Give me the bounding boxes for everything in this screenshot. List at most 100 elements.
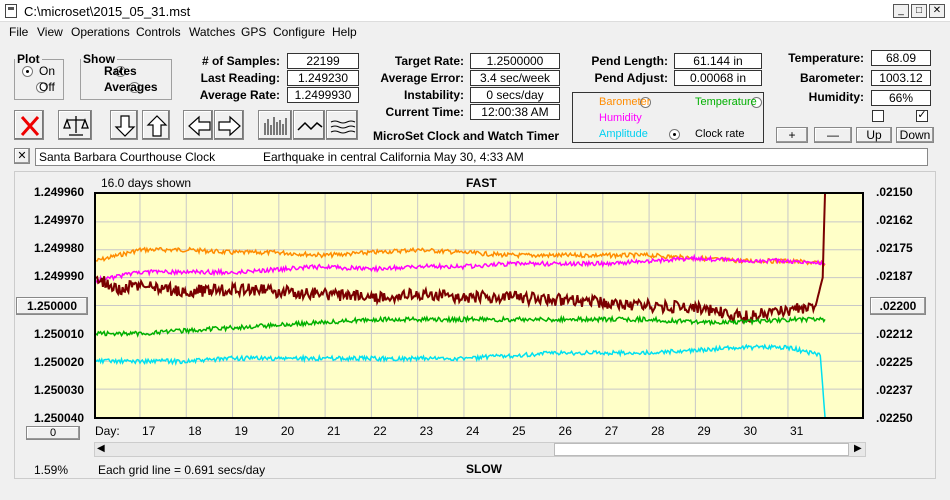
bars-view-button[interactable] (258, 110, 292, 140)
y-tick-0: 1.249960 (33, 185, 84, 199)
percent-readout: 1.59% (34, 463, 69, 477)
series-line-2 (95, 193, 826, 325)
series-line-4 (95, 343, 826, 418)
average-error-value: 3.4 sec/week (470, 70, 560, 86)
checkbox-left[interactable] (872, 110, 884, 122)
red-x-icon (20, 116, 40, 136)
scroll-right-icon[interactable]: ▶ (854, 443, 862, 454)
target-rate-value: 1.2500000 (470, 53, 560, 69)
x-tick-18: 18 (188, 424, 202, 438)
left-arrow-button[interactable] (183, 110, 213, 140)
show-averages-radio[interactable] (129, 82, 141, 93)
samples-label: # of Samples: (201, 54, 280, 68)
right-center-button[interactable]: .02200 (870, 297, 926, 315)
menu-view[interactable]: View (37, 25, 63, 39)
timer-title: MicroSet Clock and Watch Timer (373, 129, 560, 143)
menu-gps[interactable]: GPS (241, 25, 267, 39)
wave-view-button[interactable] (293, 110, 325, 140)
sensor-select-panel (572, 92, 764, 143)
title-bar: C:\microset\2015_05_31.mst _ □ ✕ (0, 0, 950, 22)
barometer-value: 1003.12 (871, 70, 931, 86)
down-button[interactable]: Down (896, 127, 934, 143)
show-rates-radio[interactable] (114, 66, 126, 77)
r-tick-7: .02237 (876, 383, 913, 397)
plot-area (94, 192, 864, 419)
maximize-button[interactable]: □ (911, 4, 927, 18)
minus-button[interactable]: — (814, 127, 852, 143)
x-tick-30: 30 (743, 424, 758, 438)
note-event: Earthquake in central California May 30,… (263, 150, 524, 164)
x-tick-29: 29 (697, 424, 711, 438)
pend-adjust-value: 0.00068 in (674, 70, 762, 86)
menu-help[interactable]: Help (332, 25, 357, 39)
up-button[interactable]: Up (856, 127, 892, 143)
instability-label: Instability: (403, 88, 464, 102)
show-rates-label: Rates (104, 64, 137, 78)
menu-file[interactable]: File (9, 25, 29, 39)
plot-off-radio[interactable] (36, 82, 48, 93)
note-clock-name: Santa Barbara Courthouse Clock (39, 150, 216, 164)
slow-label: SLOW (466, 462, 502, 476)
amplitude-radio[interactable] (669, 129, 681, 140)
target-rate-label: Target Rate: (394, 54, 464, 68)
y-tick-7: 1.250030 (33, 383, 84, 397)
average-rate-value: 1.2499930 (287, 87, 359, 103)
humidity-value: 66% (871, 90, 931, 106)
x-axis-label: Day: (95, 424, 120, 438)
arrow-up-icon (146, 115, 168, 137)
humidity-label: Humidity: (808, 90, 864, 104)
series-line-1 (95, 253, 826, 285)
stop-button[interactable] (14, 110, 44, 140)
menu-operations[interactable]: Operations (71, 25, 130, 39)
temperature-option: Temperature (695, 96, 757, 108)
current-time-label: Current Time: (385, 105, 464, 119)
noise-lines-icon (330, 120, 356, 134)
x-tick-22: 22 (373, 424, 387, 438)
x-tick-27: 27 (604, 424, 619, 438)
x-tick-24: 24 (465, 424, 480, 438)
close-button[interactable]: ✕ (929, 4, 945, 18)
x-tick-28: 28 (651, 424, 665, 438)
scroll-left-icon[interactable]: ◀ (97, 443, 105, 454)
menu-configure[interactable]: Configure (273, 25, 326, 39)
zero-button[interactable]: 0 (26, 426, 80, 440)
y-tick-1: 1.249970 (33, 213, 84, 227)
y-tick-6: 1.250020 (33, 355, 84, 369)
wave-icon (297, 121, 323, 131)
bar-lines-icon (264, 117, 287, 135)
instability-value: 0 secs/day (470, 87, 560, 103)
pend-adjust-label: Pend Adjust: (594, 71, 668, 85)
menu-bar: File View Operations Controls Watches GP… (0, 23, 950, 41)
horizontal-scrollbar[interactable]: ◀ ▶ (94, 442, 866, 457)
plot-group: Plot (14, 52, 64, 100)
temperature-radio[interactable] (750, 97, 762, 108)
r-tick-5: .02212 (876, 327, 913, 341)
plus-button[interactable]: + (776, 127, 808, 143)
r-tick-3: .02187 (876, 269, 913, 283)
series-line-3 (95, 314, 826, 338)
scroll-thumb[interactable] (554, 443, 849, 456)
x-tick-21: 21 (327, 424, 341, 438)
menu-watches[interactable]: Watches (189, 25, 236, 39)
y-tick-5: 1.250010 (33, 327, 84, 341)
center-value-button[interactable]: 1.250000 (16, 297, 88, 315)
balance-button[interactable] (58, 110, 92, 140)
down-arrow-button[interactable] (110, 110, 138, 140)
minimize-button[interactable]: _ (893, 4, 909, 18)
window-title: C:\microset\2015_05_31.mst (24, 4, 191, 19)
right-arrow-button[interactable] (214, 110, 244, 140)
menu-controls[interactable]: Controls (136, 25, 181, 39)
noise-view-button[interactable] (326, 110, 358, 140)
temperature-label: Temperature: (788, 51, 864, 65)
clear-note-button[interactable]: ✕ (14, 148, 30, 164)
up-arrow-button[interactable] (142, 110, 170, 140)
barometer-option: Barometer (599, 96, 651, 108)
checkbox-right[interactable]: ✓ (916, 109, 928, 122)
barometer-radio[interactable] (640, 97, 652, 108)
note-field[interactable]: Santa Barbara Courthouse Clock Earthquak… (35, 148, 928, 166)
plot-on-radio[interactable] (22, 66, 33, 77)
y-tick-2: 1.249980 (33, 241, 84, 255)
clockrate-option: Clock rate (695, 128, 745, 140)
days-shown-label: 16.0 days shown (101, 176, 192, 190)
last-reading-value: 1.249230 (287, 70, 359, 86)
